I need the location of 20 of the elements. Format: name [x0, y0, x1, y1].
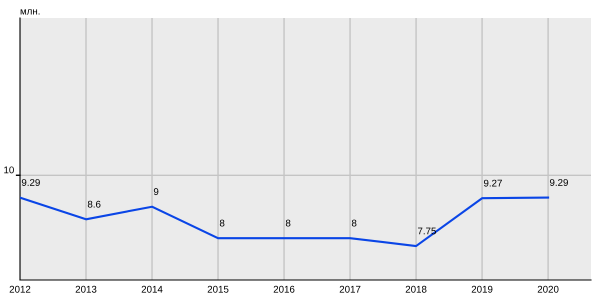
data-label: 8 [286, 220, 290, 227]
x-tick-label: 2020 [538, 286, 559, 293]
x-tick-label: 2013 [76, 286, 96, 293]
data-label: 9.29 [550, 179, 568, 186]
data-label: 8 [220, 220, 224, 227]
ref-line-label: 10 [4, 166, 14, 174]
x-tick-label: 2016 [274, 286, 294, 293]
data-label: 8 [352, 220, 356, 227]
y-axis-title: млн. [20, 9, 40, 15]
data-label: 9 [154, 188, 158, 196]
x-tick-label: 2017 [340, 286, 360, 293]
data-label: 9.27 [484, 180, 502, 187]
data-label: 9.29 [22, 179, 40, 186]
x-tick-label: 2012 [10, 286, 30, 293]
data-label: 8.6 [88, 200, 100, 208]
x-tick-label: 2018 [406, 286, 426, 293]
x-tick-label: 2015 [208, 286, 228, 293]
x-tick-label: 2019 [472, 286, 492, 293]
data-label: 7.75 [418, 228, 436, 234]
x-tick-label: 2014 [142, 286, 163, 293]
